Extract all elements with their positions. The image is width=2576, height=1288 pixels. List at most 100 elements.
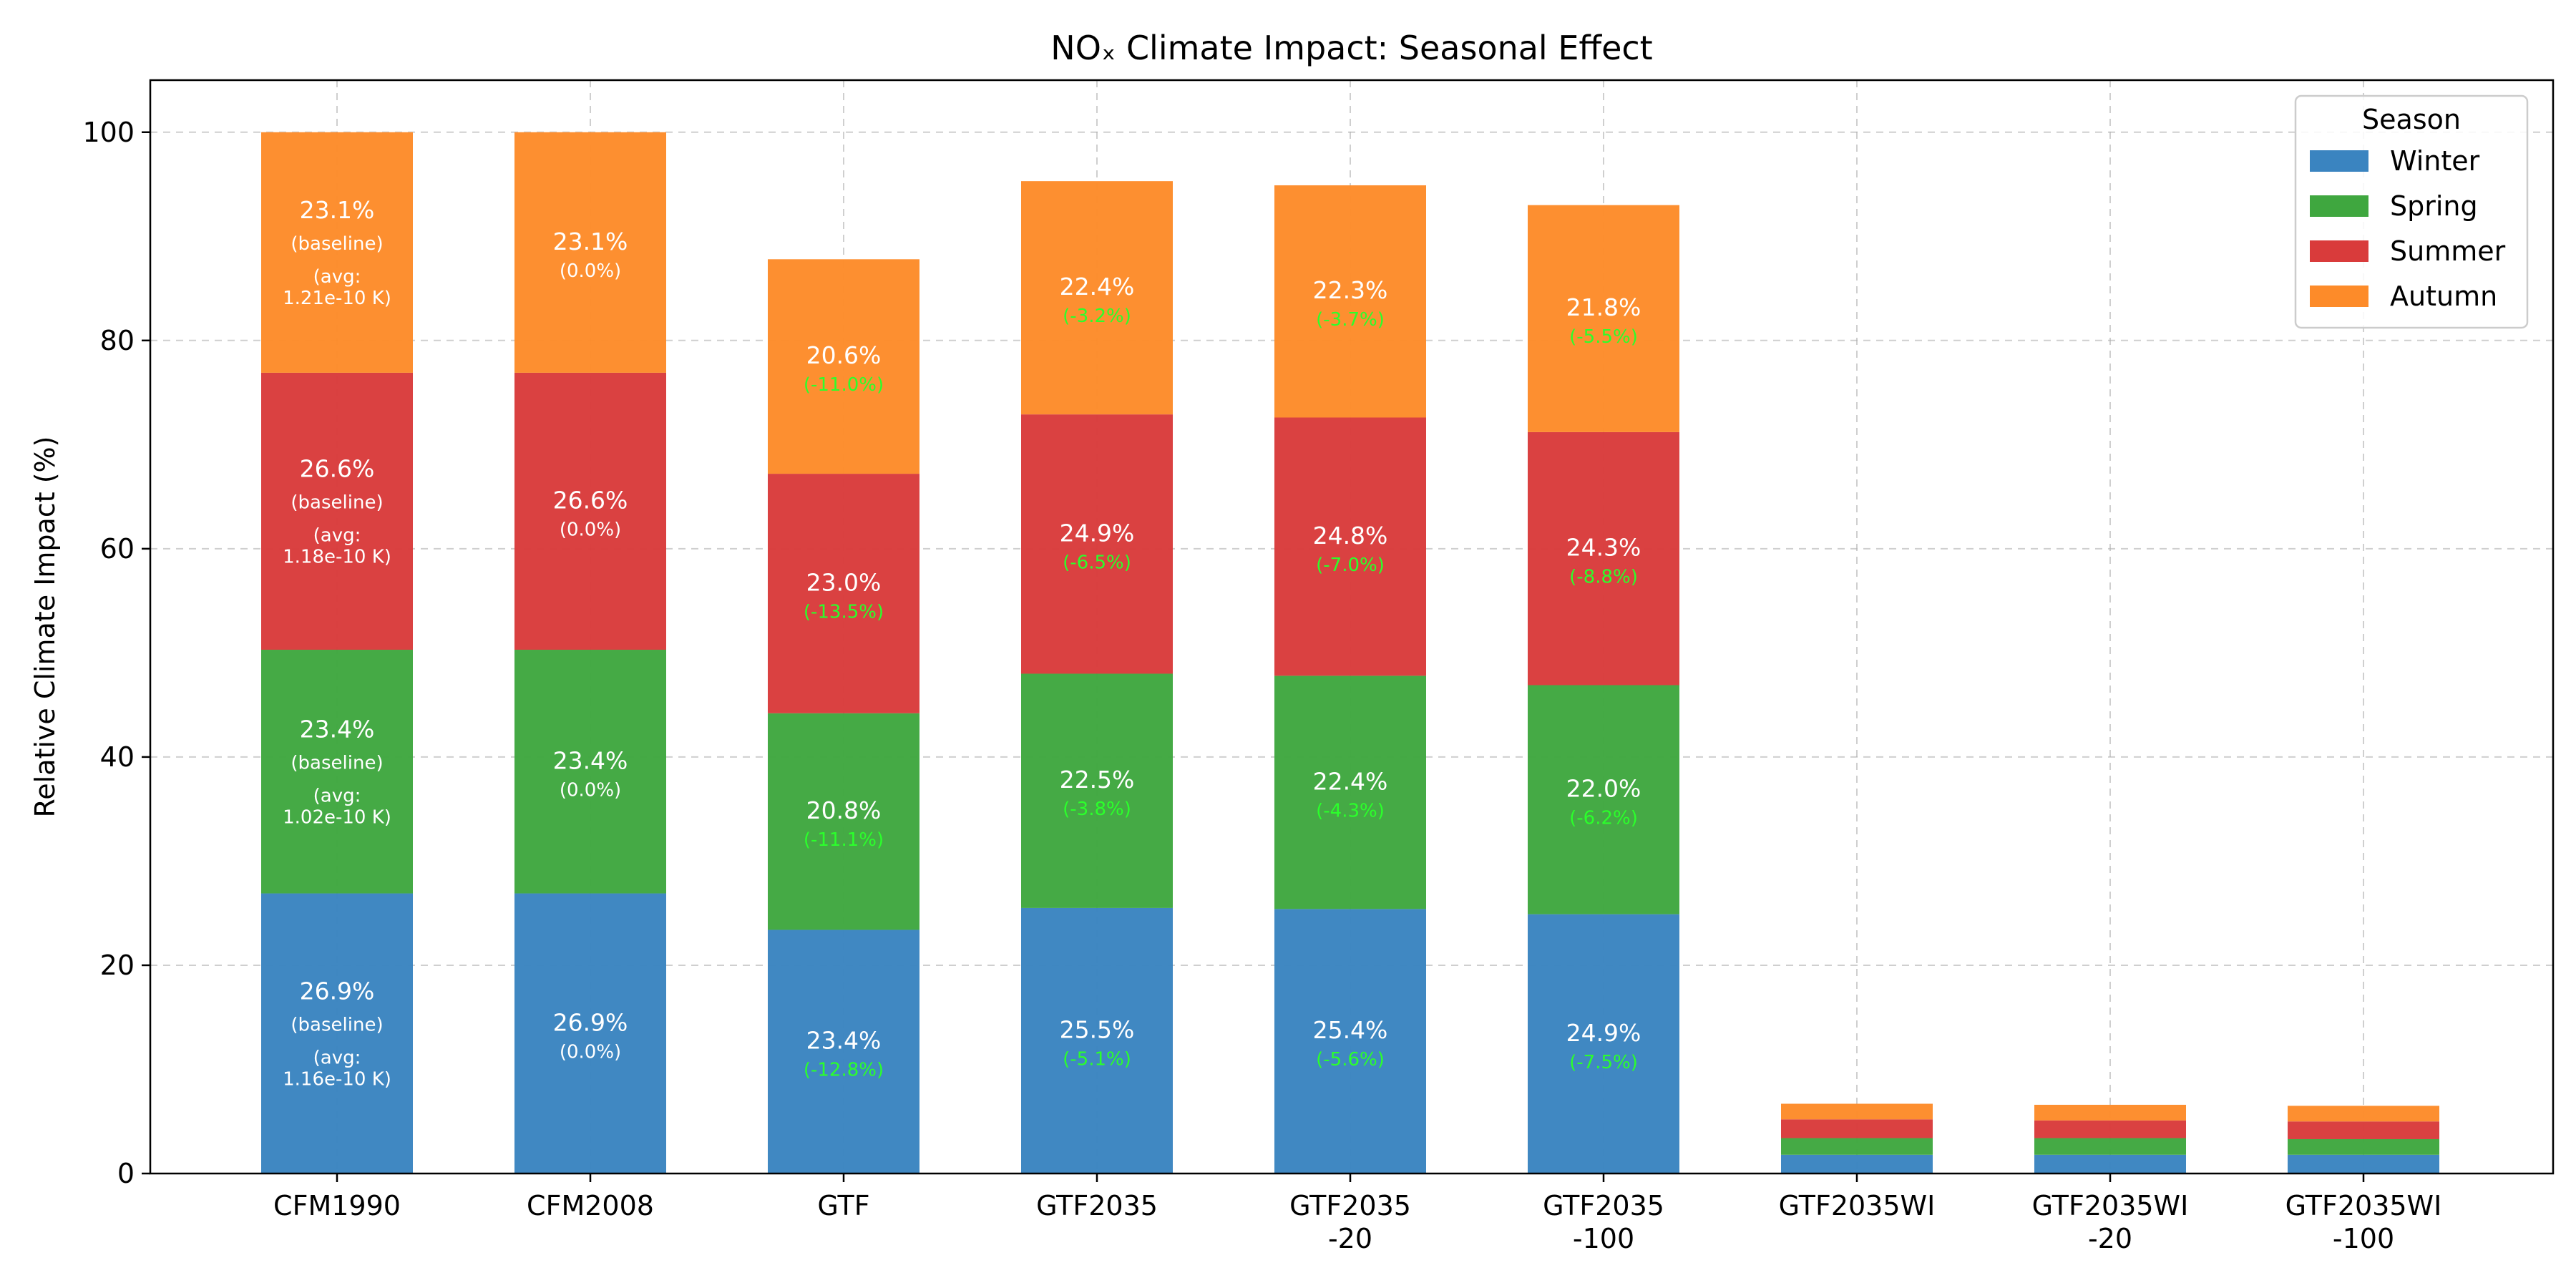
bar-segment-spring	[2034, 1138, 2186, 1155]
legend: Season Winter Spring Summer Autumn	[2294, 94, 2529, 329]
bar-data-label: 23.4%	[553, 746, 628, 774]
bar-data-label: 23.0%	[806, 568, 882, 596]
bar-segment-winter	[514, 893, 666, 1174]
bar-data-label: 26.9%	[553, 1008, 628, 1036]
x-tick-label: GTF2035	[1289, 1190, 1411, 1221]
bar-segment-summer	[1274, 417, 1426, 676]
x-tick-label: GTF2035WI	[1779, 1190, 1936, 1221]
bar-segment-autumn	[2288, 1106, 2439, 1122]
bar-data-label: 24.3%	[1566, 534, 1641, 562]
legend-swatch-summer	[2310, 240, 2368, 262]
x-tick-label: -100	[2333, 1223, 2394, 1254]
bar-segment-spring	[261, 650, 413, 894]
bar-segment-autumn	[261, 132, 413, 373]
bar-data-label: (-3.8%)	[1063, 799, 1131, 820]
bar-data-label: (-6.5%)	[1063, 552, 1131, 573]
bar-segment-winter	[1274, 909, 1426, 1174]
x-tick-label: GTF2035	[1036, 1190, 1158, 1221]
bar-data-label: 24.9%	[1566, 1019, 1641, 1047]
y-tick-label: 40	[100, 741, 135, 773]
bar-data-label: (0.0%)	[560, 260, 621, 282]
bar-data-label: 26.6%	[300, 454, 375, 482]
plot-frame	[149, 79, 2555, 1175]
bar-data-label: (-3.7%)	[1316, 309, 1385, 331]
bar-segment-autumn	[1528, 205, 1679, 432]
bar-data-label: (-8.8%)	[1569, 567, 1638, 588]
x-tick-label: CFM2008	[527, 1190, 654, 1221]
bar-segment-winter	[2288, 1154, 2439, 1174]
bar-data-label: 22.0%	[1566, 775, 1641, 803]
bar-data-label: (-13.5%)	[804, 601, 884, 623]
bar-data-label: 23.4%	[300, 715, 375, 743]
bar-segment-spring	[1528, 685, 1679, 914]
bar-data-label: 24.9%	[1060, 519, 1135, 547]
bar-data-label: (avg:	[313, 266, 361, 288]
bar-data-label: 1.21e-10 K)	[283, 288, 391, 309]
bar-data-label: (-7.5%)	[1569, 1052, 1638, 1073]
legend-label-autumn: Autumn	[2390, 280, 2497, 312]
bar-segment-autumn	[514, 132, 666, 373]
bar-segment-winter	[1021, 907, 1173, 1174]
bar-data-label: (-3.2%)	[1063, 306, 1131, 327]
bar-data-label: (avg:	[313, 525, 361, 546]
bar-segment-summer	[768, 474, 919, 713]
x-tick-label: -20	[2088, 1223, 2132, 1254]
bar-data-label: (-11.1%)	[804, 829, 884, 851]
legend-swatch-winter	[2310, 150, 2368, 172]
bar-data-label: (baseline)	[291, 1014, 383, 1035]
y-tick-label: 80	[100, 325, 135, 356]
bar-data-label: 21.8%	[1566, 293, 1641, 321]
bar-segment-spring	[768, 713, 919, 930]
bar-data-label: 1.18e-10 K)	[283, 546, 391, 567]
bar-data-label: 23.1%	[300, 196, 375, 224]
bar-data-label: (baseline)	[291, 233, 383, 255]
x-tick-label: CFM1990	[273, 1190, 401, 1221]
legend-label-summer: Summer	[2390, 235, 2506, 267]
bar-data-label: (avg:	[313, 785, 361, 806]
bar-segment-winter	[1781, 1154, 1933, 1174]
bar-data-label: (avg:	[313, 1047, 361, 1068]
bar-data-label: 24.8%	[1313, 522, 1388, 550]
bar-segment-summer	[1021, 414, 1173, 674]
bar-data-label: 22.5%	[1060, 766, 1135, 794]
bar-segment-autumn	[2034, 1104, 2186, 1121]
bar-data-label: 20.8%	[806, 796, 882, 824]
bar-segment-autumn	[1021, 181, 1173, 415]
x-tick-label: -20	[1328, 1223, 1372, 1254]
x-tick-label: GTF2035WI	[2032, 1190, 2189, 1221]
bar-data-label: (0.0%)	[560, 519, 621, 540]
x-tick-label: GTF2035WI	[2285, 1190, 2442, 1221]
y-tick-label: 20	[100, 950, 135, 981]
bar-data-label: (-4.3%)	[1316, 800, 1385, 821]
bar-segment-summer	[1781, 1119, 1933, 1138]
bar-data-label: 1.02e-10 K)	[283, 806, 391, 828]
bar-data-label: (0.0%)	[560, 1041, 621, 1063]
bar-data-label: (-7.0%)	[1316, 555, 1385, 576]
bar-segment-summer	[514, 372, 666, 650]
y-tick-label: 100	[82, 117, 135, 148]
bar-data-label: (-5.6%)	[1316, 1049, 1385, 1070]
legend-swatch-spring	[2310, 195, 2368, 217]
legend-label-spring: Spring	[2390, 190, 2478, 222]
bar-segment-autumn	[768, 259, 919, 474]
bar-data-label: (baseline)	[291, 492, 383, 513]
bar-data-label: 22.4%	[1313, 767, 1388, 795]
bar-data-label: 1.16e-10 K)	[283, 1068, 391, 1090]
bar-data-label: (-5.1%)	[1063, 1048, 1131, 1070]
bar-segment-winter	[261, 893, 413, 1174]
bar-data-label: (baseline)	[291, 752, 383, 774]
bar-segment-summer	[261, 372, 413, 650]
bar-data-label: 23.1%	[553, 228, 628, 255]
y-tick-label: 0	[117, 1158, 135, 1189]
bar-segment-winter	[1528, 914, 1679, 1174]
bar-data-label: 22.4%	[1060, 273, 1135, 301]
bar-data-label: 26.9%	[300, 977, 375, 1005]
bar-data-label: (-6.2%)	[1569, 808, 1638, 829]
legend-swatch-autumn	[2310, 286, 2368, 307]
bar-data-label: (-5.5%)	[1569, 326, 1638, 348]
bar-data-label: (-11.0%)	[804, 374, 884, 396]
bar-data-label: (0.0%)	[560, 779, 621, 801]
bar-data-label: 25.4%	[1313, 1016, 1388, 1044]
bar-data-label: 25.5%	[1060, 1015, 1135, 1043]
